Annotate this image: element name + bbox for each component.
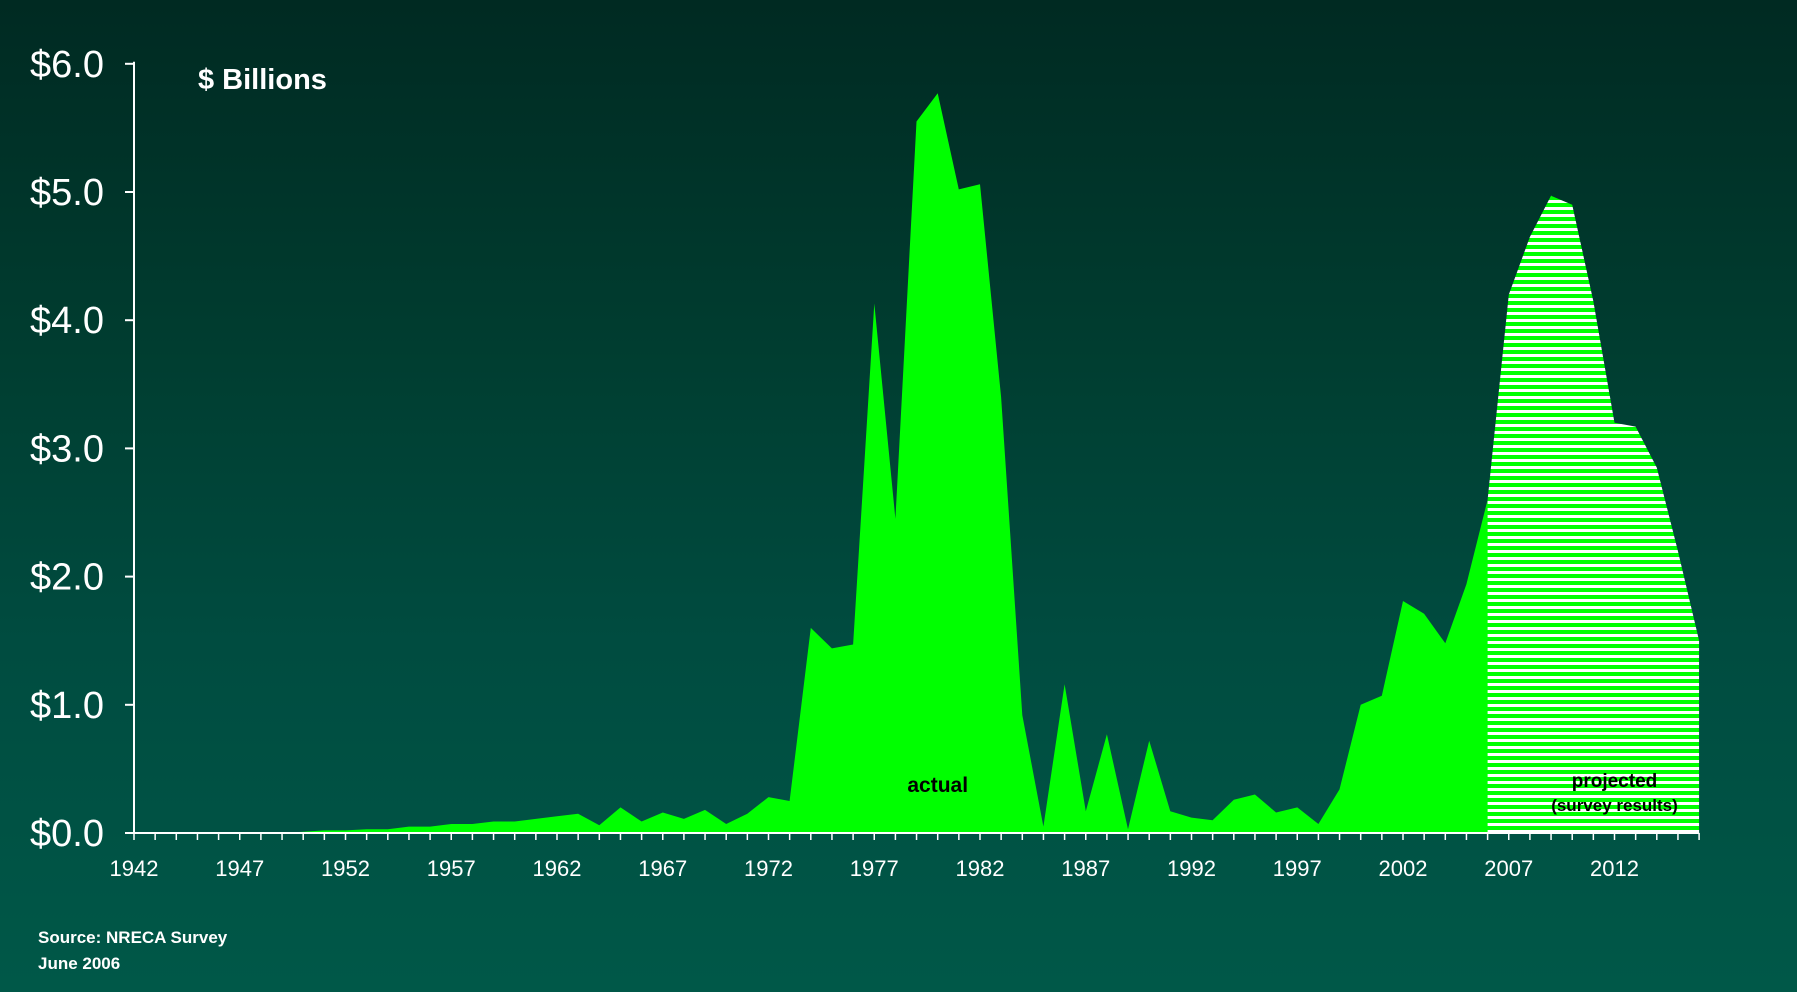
y-tick-label: $5.0 <box>30 172 104 214</box>
x-tick-label: 1997 <box>1273 856 1322 881</box>
source-note: Source: NRECA Survey <box>38 928 227 948</box>
x-tick-label: 1952 <box>321 856 370 881</box>
x-tick-label: 1982 <box>956 856 1005 881</box>
annotation-projected-line1: projected <box>1572 771 1658 792</box>
source-date: June 2006 <box>38 954 120 974</box>
source-date-line: June 2006 <box>38 954 121 973</box>
x-tick-label: 1942 <box>110 856 159 881</box>
series-area-actual <box>134 93 1509 834</box>
x-tick-label: 2012 <box>1590 856 1639 881</box>
y-tick-label: $4.0 <box>30 300 104 342</box>
series-area-projected <box>1487 195 1700 834</box>
x-tick-label: 1992 <box>1167 856 1216 881</box>
x-tick-label: 1947 <box>215 856 264 881</box>
unit-label: $ Billions <box>198 64 327 96</box>
y-tick-label: $3.0 <box>30 428 104 470</box>
y-tick-label: $6.0 <box>30 44 104 86</box>
x-tick-label: 2007 <box>1484 856 1533 881</box>
x-tick-label: 1962 <box>533 856 582 881</box>
x-tick-label: 1967 <box>638 856 687 881</box>
x-tick-label: 1987 <box>1061 856 1110 881</box>
axis-layer: $0.0 $1.0 $2.0 $3.0 $4.0 $5.0 $6.0 1942 1947 1952… <box>30 44 1700 881</box>
y-tick-label: $2.0 <box>30 557 104 599</box>
source-line: Source: NRECA Survey <box>38 928 228 947</box>
y-tick-label: $0.0 <box>30 813 104 855</box>
x-tick-label: 1972 <box>744 856 793 881</box>
annotation-projected-line2: (survey results) <box>1551 796 1678 815</box>
x-tick-label: 1957 <box>427 856 476 881</box>
series-layer <box>134 93 1700 834</box>
x-tick-label: 1977 <box>850 856 899 881</box>
x-tick-label: 2002 <box>1379 856 1428 881</box>
annotation-actual: actual <box>907 774 968 797</box>
y-tick-label: $1.0 <box>30 685 104 727</box>
label-layer: $ Billions actual projected (survey result… <box>198 64 1678 815</box>
